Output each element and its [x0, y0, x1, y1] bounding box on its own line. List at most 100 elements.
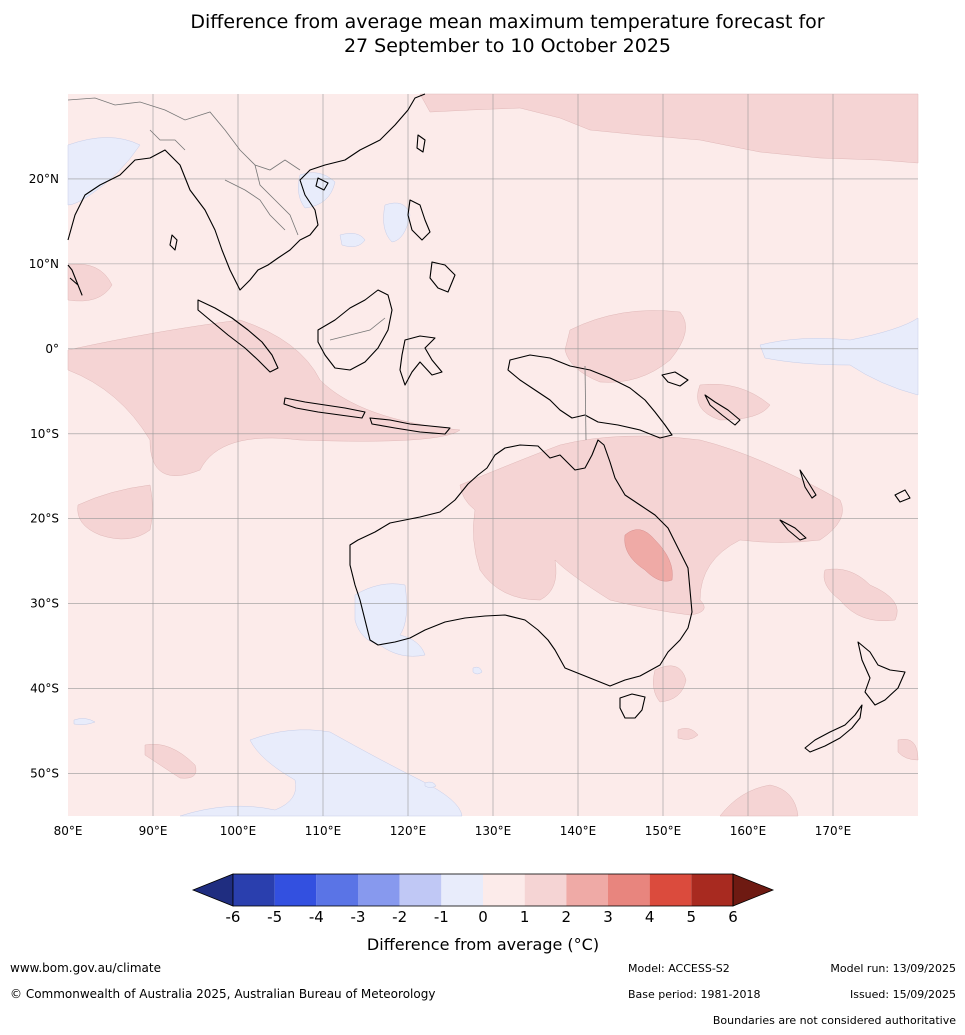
coast-taiwan	[416, 134, 426, 153]
coast-australia	[349, 439, 693, 687]
border-png-indonesia	[584, 365, 587, 441]
anomaly-north-pacific	[419, 93, 919, 164]
coast-new-britain	[661, 371, 689, 387]
colorbar-tick-label: 1	[520, 908, 530, 926]
anomaly-far-south	[719, 784, 799, 817]
anomaly-south-indian	[77, 484, 153, 540]
coast-sumatra	[197, 299, 279, 373]
colorbar-tick-labels: -6 -5 -4 -3 -2 -1 0 1 2 3 4 5 6	[226, 908, 738, 926]
latitude-label: 50°S	[30, 767, 59, 781]
anomaly-2-to-3-region	[624, 529, 673, 582]
colorbar-swatch	[566, 874, 608, 906]
colorbar-extend-low	[191, 873, 234, 907]
latitude-label: 0°	[45, 342, 59, 356]
model-run-text: Model run: 13/09/2025	[830, 962, 956, 975]
anomaly-indian-ocean	[67, 319, 461, 476]
longitude-label: 90°E	[139, 824, 168, 838]
colorbar-tick-label: -1	[434, 908, 449, 926]
colorbar-tick-label: 6	[728, 908, 738, 926]
coast-india	[67, 264, 83, 296]
longitude-label: 80°E	[54, 824, 83, 838]
colorbar-swatch	[524, 874, 567, 906]
copyright-text: © Commonwealth of Australia 2025, Austra…	[10, 987, 436, 1001]
colorbar-label: Difference from average (°C)	[367, 935, 599, 954]
colorbar-tick-label: -3	[351, 908, 366, 926]
colorbar-swatch	[608, 874, 650, 906]
colorbar-swatch	[691, 874, 733, 906]
border-himalaya	[149, 129, 186, 151]
colorbar-swatch	[358, 874, 400, 906]
longitude-label: 150°E	[645, 824, 682, 838]
website-link[interactable]: www.bom.gov.au/climate	[10, 961, 161, 975]
anomaly-tasman-small	[677, 728, 699, 740]
colorbar-tick-label: -5	[267, 908, 282, 926]
cool-southern-ocean	[179, 729, 463, 817]
colorbar-tick-label: 5	[687, 908, 697, 926]
colorbar-swatch	[399, 874, 442, 906]
border-indochina-2	[254, 164, 299, 236]
colorbar-tick-label: -4	[309, 908, 324, 926]
longitude-label: 140°E	[560, 824, 597, 838]
coast-solomon-islands	[704, 394, 741, 426]
model-text: Model: ACCESS-S2	[628, 962, 730, 975]
longitude-label: 170°E	[815, 824, 852, 838]
map-panel	[67, 93, 919, 817]
anomaly-coral-sea	[697, 384, 771, 421]
coast-new-guinea	[507, 354, 673, 439]
coast-new-caledonia	[779, 519, 807, 541]
colorbar-swatch	[316, 874, 358, 906]
latitude-label: 20°S	[30, 512, 59, 526]
latitude-label: 10°N	[29, 257, 59, 271]
longitude-labels: 80°E 90°E 100°E 110°E 120°E 130°E 140°E 150°E 16…	[54, 824, 852, 838]
longitude-label: 130°E	[475, 824, 512, 838]
issued-text: Issued: 15/09/2025	[849, 988, 956, 1001]
coast-fiji	[894, 489, 911, 503]
base-period-text: Base period: 1981-2018	[628, 988, 761, 1001]
anomaly-south-west	[144, 743, 197, 779]
colorbar-swatch	[483, 874, 525, 906]
coast-sri-lanka	[169, 234, 178, 251]
colorbar-swatch	[233, 874, 275, 906]
coast-sulawesi	[399, 335, 443, 386]
colorbar-swatch	[274, 874, 317, 906]
coast-mainland-asia	[67, 93, 426, 291]
colorbar	[191, 873, 775, 907]
coast-south-island-nz	[804, 704, 863, 753]
latitude-label: 20°N	[29, 172, 59, 186]
anomaly-west-edge	[67, 263, 113, 302]
latitude-label: 40°S	[30, 682, 59, 696]
cool-south-small	[424, 781, 437, 788]
coastlines	[67, 93, 911, 753]
colorbar-swatch	[441, 874, 483, 906]
coast-north-island-nz	[857, 641, 906, 706]
cool-bay-of-bengal	[67, 137, 141, 206]
title-line-1: Difference from average mean maximum tem…	[190, 11, 825, 33]
cool-philippines	[383, 202, 411, 243]
colorbar-tick-label: 3	[603, 908, 613, 926]
anomaly-east-pacific	[897, 738, 919, 761]
colorbar-frame	[232, 873, 734, 907]
border-indochina-1	[224, 179, 286, 231]
colorbar-extend-high	[732, 873, 775, 907]
coast-tasmania	[619, 693, 646, 719]
colorbar-tick-label: 4	[645, 908, 655, 926]
country-borders	[67, 97, 587, 441]
title-line-2: 27 September to 10 October 2025	[343, 35, 672, 57]
map-title: Difference from average mean maximum tem…	[0, 10, 965, 58]
coast-vanuatu	[799, 469, 817, 499]
colorbar-tick-label: 2	[562, 908, 572, 926]
border-borneo	[329, 317, 386, 341]
coast-borneo	[317, 289, 393, 371]
anomaly-se-australia	[653, 665, 687, 703]
anomaly-west-pacific	[564, 310, 686, 383]
colorbar-tick-label: 0	[478, 908, 488, 926]
cool-south-china-sea	[339, 233, 366, 247]
graticule	[68, 94, 918, 816]
coast-luzon	[407, 199, 431, 241]
longitude-label: 120°E	[390, 824, 427, 838]
colorbar-tick-label: -2	[392, 908, 407, 926]
latitude-label: 30°S	[30, 597, 59, 611]
cool-bight	[472, 666, 483, 675]
border-mainland-asia	[67, 97, 301, 171]
